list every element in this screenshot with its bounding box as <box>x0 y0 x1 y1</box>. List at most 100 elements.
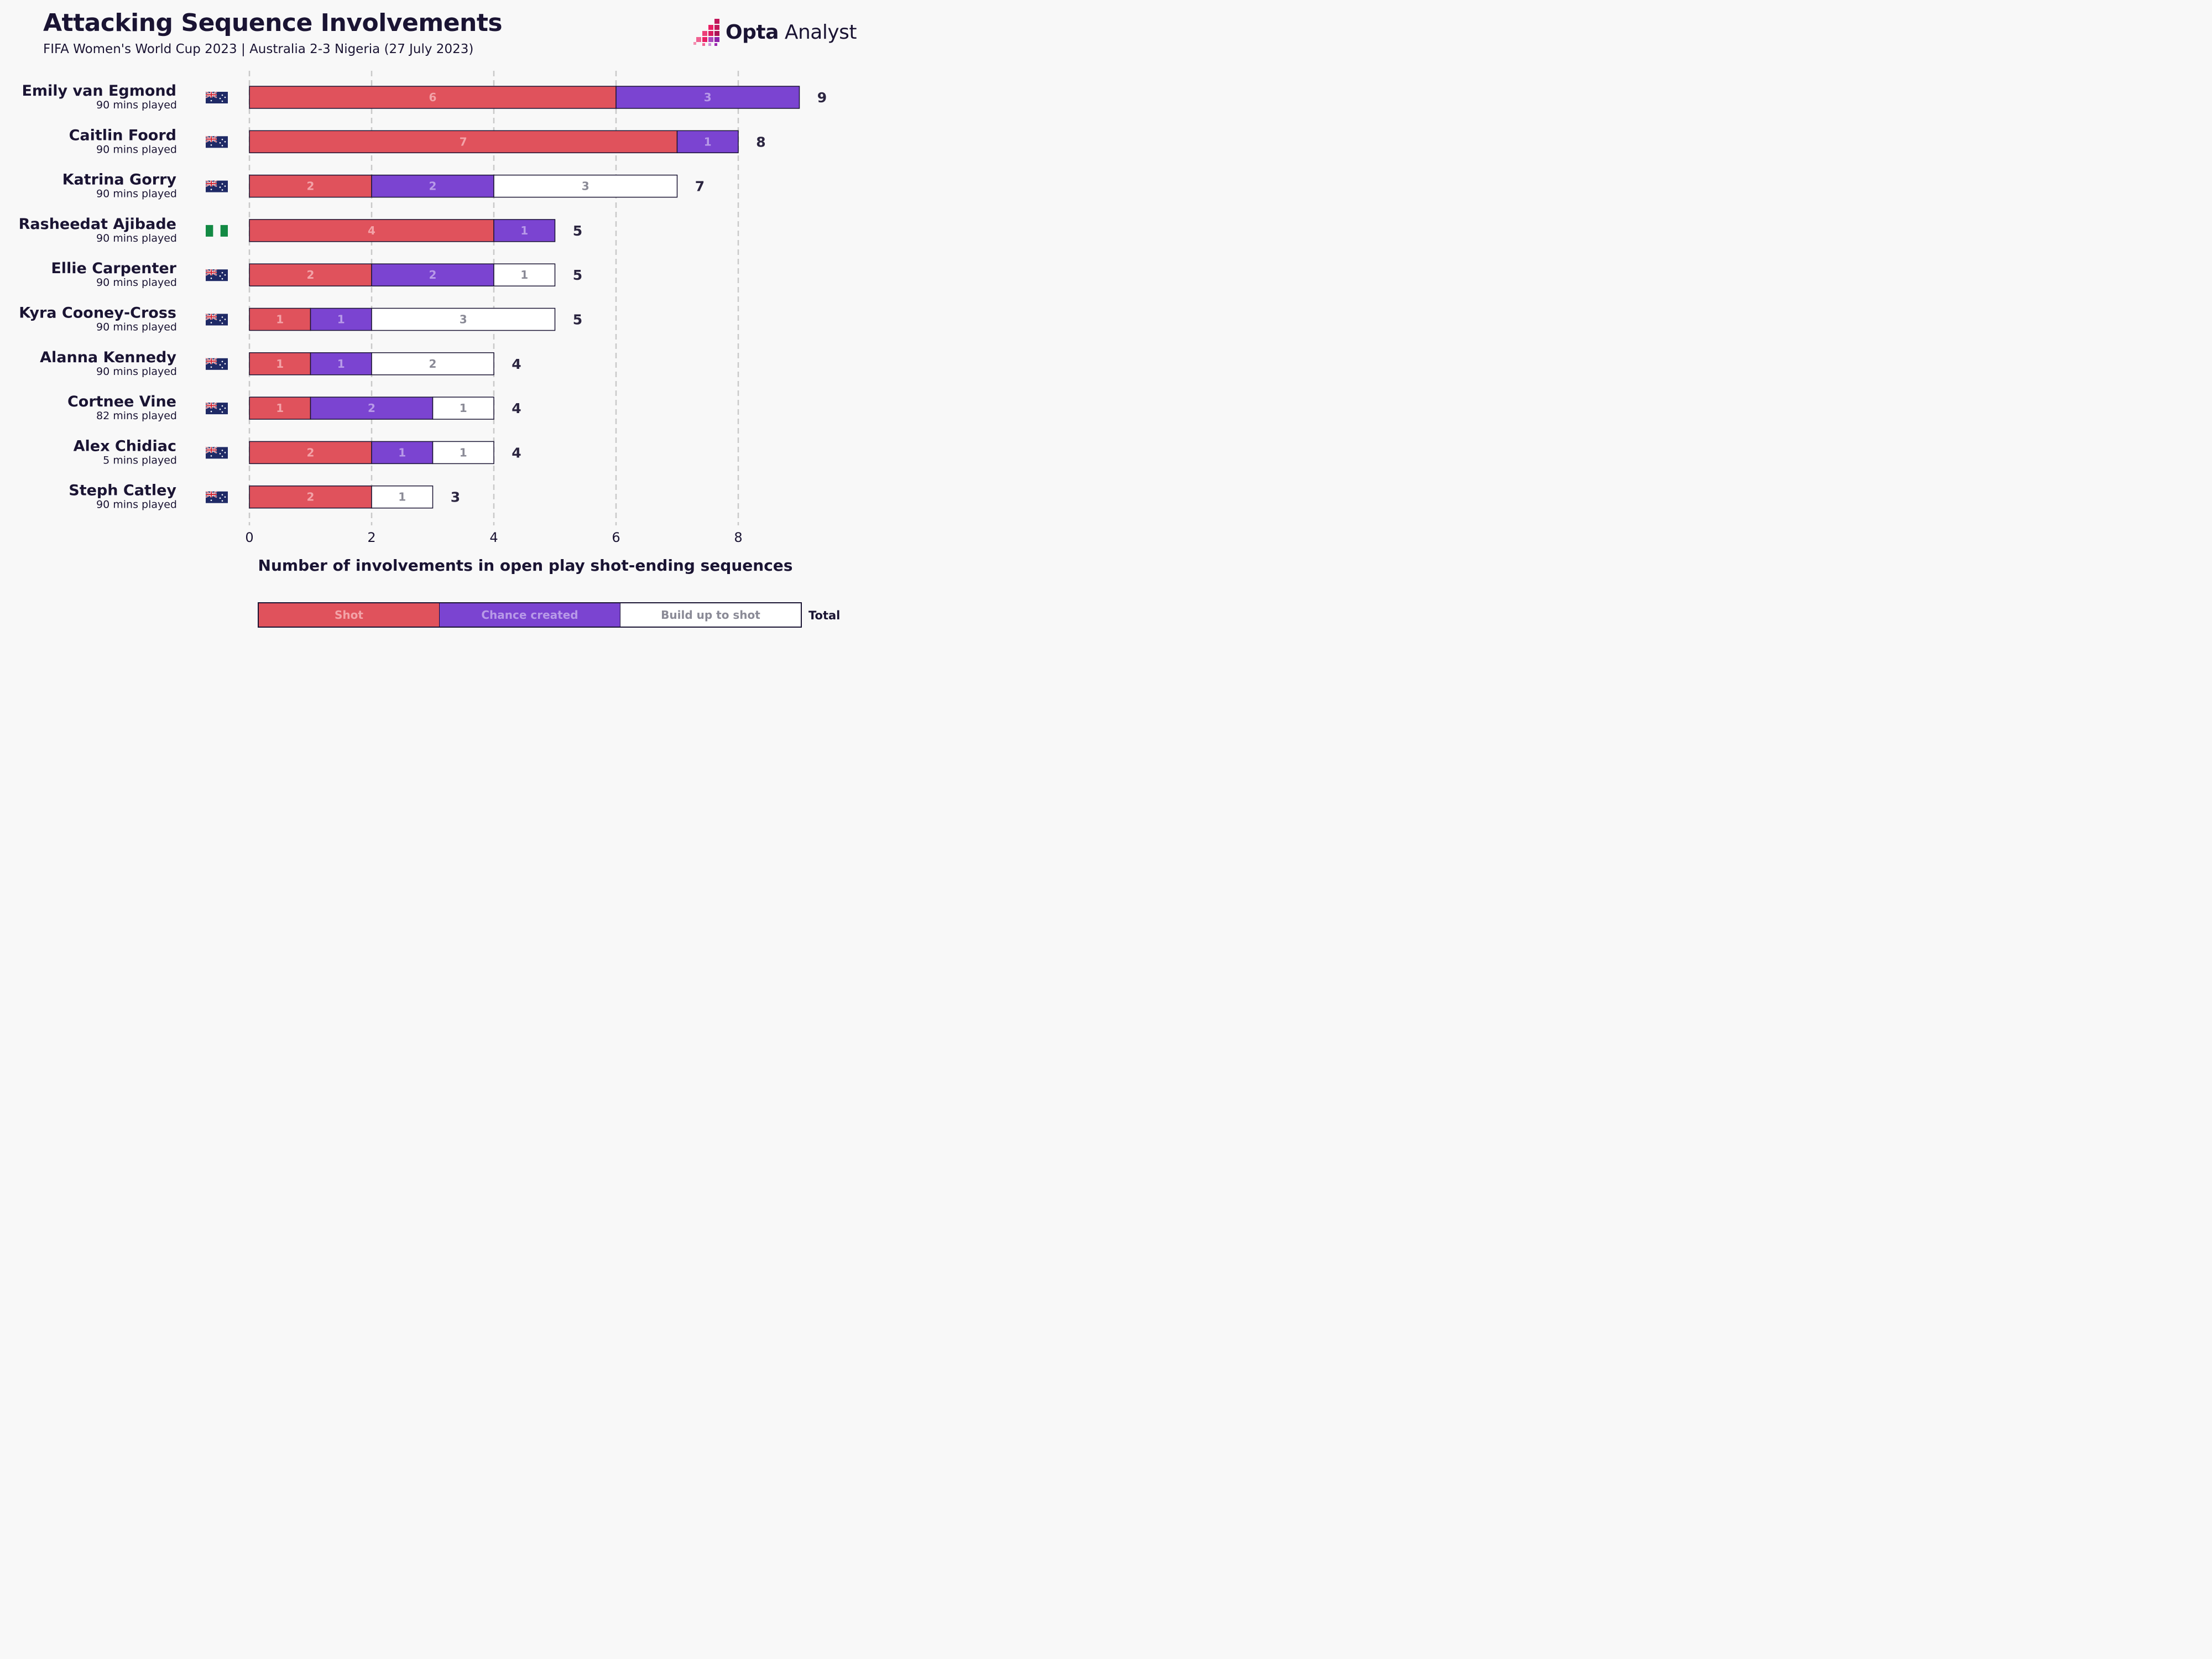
chart-subtitle: FIFA Women's World Cup 2023 | Australia … <box>43 42 474 56</box>
australia-flag-icon <box>205 491 228 503</box>
australia-flag-icon <box>205 269 228 281</box>
bar-segment-chance <box>493 219 556 242</box>
legend-item-chance-created: Chance created <box>440 603 620 627</box>
segment-label-shot: 7 <box>460 135 467 148</box>
chart-rows: Emily van Egmond 90 mins played 6 3 9 Caitlin… <box>19 82 827 511</box>
segment-label-shot: 2 <box>307 446 315 459</box>
chart-page: Attacking Sequence Involvements FIFA Wom… <box>0 0 867 650</box>
segment-label-shot: 4 <box>368 224 375 237</box>
minutes-played: 90 mins played <box>96 188 177 200</box>
segment-label-shot: 2 <box>307 180 315 193</box>
total-label: 4 <box>512 356 521 372</box>
australia-flag-icon <box>205 180 228 192</box>
bar-segment-buildup <box>493 174 678 198</box>
x-tick-label: 6 <box>612 530 620 545</box>
minutes-played: 90 mins played <box>96 366 177 378</box>
bar-segment-shot <box>249 441 372 465</box>
minutes-played: 90 mins played <box>96 321 177 333</box>
bar-segment-chance <box>310 352 372 375</box>
bar-segment-buildup <box>371 307 556 331</box>
player-name: Caitlin Foord <box>69 127 176 144</box>
bar-segment-chance <box>676 130 739 154</box>
player-name: Alanna Kennedy <box>40 349 176 366</box>
player-name: Emily van Egmond <box>22 82 176 100</box>
australia-flag-icon <box>205 402 228 415</box>
minutes-played: 90 mins played <box>96 499 177 511</box>
segment-label-buildup: 3 <box>582 180 589 193</box>
opta-logo-icon <box>693 19 719 46</box>
australia-flag-icon <box>205 446 228 459</box>
opta-analyst-logo: Opta Analyst <box>692 18 857 48</box>
x-axis-label: Number of involvements in open play shot… <box>258 556 793 575</box>
segment-label-shot: 2 <box>307 491 315 504</box>
total-label: 4 <box>512 400 521 416</box>
bar-segment-buildup <box>432 441 494 465</box>
bar-segment-buildup <box>493 263 556 286</box>
segment-label-chance: 1 <box>704 135 712 148</box>
segment-label-shot: 2 <box>307 268 315 281</box>
australia-flag-icon <box>205 91 228 103</box>
segment-label-chance: 2 <box>368 401 375 415</box>
minutes-played: 82 mins played <box>96 410 177 422</box>
x-axis-ticks: 0 2 4 6 8 <box>245 530 742 545</box>
segment-label-shot: 1 <box>276 313 284 326</box>
segment-label-buildup: 1 <box>460 446 467 459</box>
x-tick-label: 0 <box>245 530 253 545</box>
segment-label-buildup: 2 <box>429 357 437 371</box>
segment-label-chance: 1 <box>337 313 345 326</box>
segment-label-buildup: 1 <box>460 401 467 415</box>
segment-label-shot: 6 <box>429 91 437 104</box>
segment-label-chance: 3 <box>704 91 712 104</box>
segment-label-chance: 2 <box>429 180 437 193</box>
bar-segment-shot <box>249 352 311 375</box>
segment-label-buildup: 1 <box>520 268 528 281</box>
australia-flag-icon <box>205 357 228 370</box>
bar-segment-shot <box>249 130 678 154</box>
total-label: 9 <box>817 90 827 106</box>
bar-segment-buildup <box>371 485 434 509</box>
logo-bold-text: Opta <box>726 21 779 44</box>
player-name: Kyra Cooney-Cross <box>19 305 176 322</box>
bar-segment-shot <box>249 174 372 198</box>
total-label: 5 <box>573 223 582 239</box>
segment-label-buildup: 3 <box>460 313 467 326</box>
player-name: Katrina Gorry <box>62 171 177 189</box>
segment-label-chance: 1 <box>398 446 406 459</box>
bar-segment-shot <box>249 263 372 286</box>
player-name: Alex Chidiac <box>74 437 176 455</box>
legend: Shot Chance created Build up to shot <box>258 602 802 628</box>
total-label: 5 <box>573 267 582 283</box>
segment-label-chance: 1 <box>337 357 345 371</box>
player-name: Cortnee Vine <box>67 393 176 410</box>
total-label: 8 <box>756 134 765 150</box>
x-tick-label: 2 <box>367 530 375 545</box>
chart-title: Attacking Sequence Involvements <box>43 9 503 37</box>
bar-segment-buildup <box>432 397 494 420</box>
total-label: 7 <box>695 179 705 195</box>
player-name: Rasheedat Ajibade <box>19 216 176 233</box>
player-name: Ellie Carpenter <box>51 260 176 277</box>
australia-flag-icon <box>205 135 228 148</box>
bar-segment-shot <box>249 307 311 331</box>
bar-segment-buildup <box>371 352 494 375</box>
total-label: 5 <box>573 312 582 328</box>
legend-item-build-up: Build up to shot <box>620 603 801 627</box>
segment-label-shot: 1 <box>276 357 284 371</box>
segment-label-shot: 1 <box>276 401 284 415</box>
bar-segment-chance <box>310 397 434 420</box>
bar-segment-chance <box>371 174 494 198</box>
minutes-played: 90 mins played <box>96 232 177 244</box>
bar-segment-shot <box>249 86 617 109</box>
total-label: 3 <box>451 489 460 505</box>
logo-wordmark: Opta Analyst <box>726 21 857 44</box>
player-name: Steph Catley <box>69 482 176 499</box>
segment-label-chance: 1 <box>520 224 528 237</box>
